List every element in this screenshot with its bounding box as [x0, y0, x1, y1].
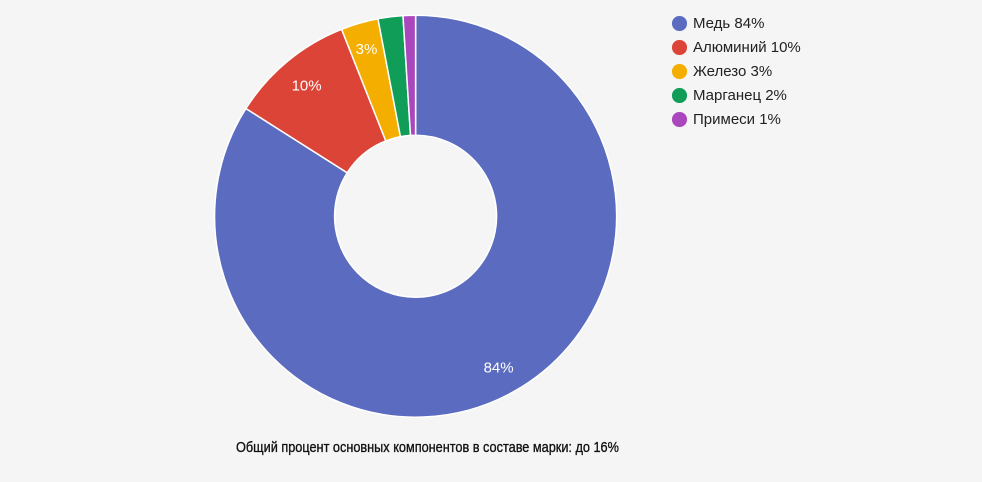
svg-text:10%: 10% — [292, 78, 322, 95]
svg-text:84%: 84% — [484, 360, 514, 377]
svg-text:3%: 3% — [356, 41, 378, 58]
